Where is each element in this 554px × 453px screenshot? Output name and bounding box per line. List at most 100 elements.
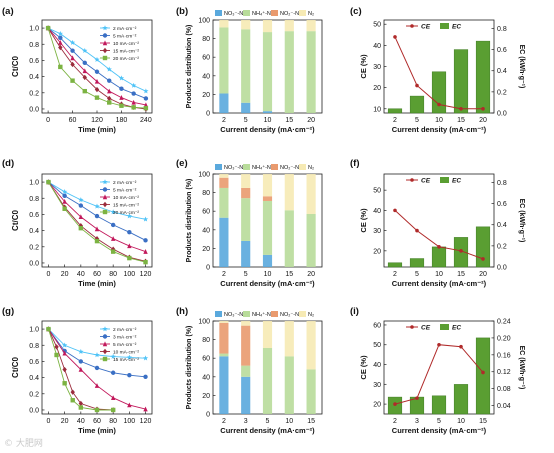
panel-a-data-point [70, 78, 75, 83]
panel-h-legend-swatch [215, 311, 222, 317]
panel-f-ytick-label: 30 [373, 228, 381, 235]
panel-d-data-point [94, 213, 100, 219]
panel-g-xtick-label: 100 [124, 418, 136, 425]
panel-a-data-point [70, 48, 75, 53]
panel-c-ce-point [481, 106, 485, 111]
panel-g-xlabel: Time (min) [78, 426, 116, 435]
panel-a-legend-marker [102, 33, 108, 38]
panel-a-legend-marker [102, 55, 108, 61]
panel-a-data-point [94, 95, 100, 100]
panel-d-data-point [94, 226, 100, 232]
panel-c-legend-marker [410, 24, 414, 28]
panel-d-data-point [94, 238, 100, 244]
panel-g-data-point [62, 366, 67, 373]
panel-a-data-point [107, 95, 112, 102]
panel-a-data-point [70, 55, 75, 61]
panel-e-bar-segment [306, 213, 316, 267]
panel-e-legend-swatch [215, 164, 222, 170]
panel-b-bar-segment [262, 20, 273, 33]
panel-g-legend-marker [102, 334, 108, 339]
panel-c-ec-bar [387, 108, 403, 114]
panel-e-ytick-label: 40 [202, 227, 210, 234]
watermark-text: © 大肥网 [4, 439, 43, 449]
panel-e-legend-label: NO₂⁻-N [280, 165, 299, 171]
panel-h-bar-segment [306, 321, 316, 370]
panel-g-data-point [78, 405, 84, 410]
panel-a-legend-label: 15 mA·cm⁻² [113, 49, 139, 55]
panel-b-legend-label: NH₄⁺-N [252, 10, 271, 17]
panel-b-legend-label: NO₃⁻-N [224, 11, 243, 17]
panel-a-series-line [47, 27, 146, 106]
panel-c-ytick-right-label: 0.2 [497, 89, 507, 96]
panel-a-data-point [94, 69, 100, 74]
panel-a-data-point [143, 105, 149, 111]
panel-i-xtick-label: 15 [479, 418, 487, 425]
panel-a-data-point [82, 74, 87, 81]
panel-a-data-point [82, 68, 87, 74]
panel-c-xtick-label: 15 [457, 117, 465, 124]
panel-i-legend-label: CE [421, 325, 431, 332]
panel-g-ytick-label: 0.6 [29, 359, 39, 366]
panel-d-ytick-label: 1.0 [29, 180, 39, 187]
panel-g-ytick-label: 0.4 [29, 375, 39, 382]
panel-i-ytick-label: 50 [373, 342, 381, 349]
panel-f-ce-point [459, 249, 463, 253]
panel-c-ec-bar [431, 71, 447, 114]
panel-e-ytick-label: 0 [206, 265, 210, 272]
panel-c-ec-bar [409, 95, 425, 114]
panel-g-ylabel: Ct/C0 [11, 357, 20, 378]
panel-g-data-point [78, 366, 84, 372]
panel-c-xtick-label: 10 [435, 117, 443, 124]
panel-f-ytick-right-label: 0.4 [497, 222, 507, 229]
panel-d-data-point [143, 259, 148, 265]
panel-f-xtick-label: 20 [479, 271, 487, 278]
panel-i-legend-swatch [440, 324, 449, 330]
panel-b-bar-segment [241, 29, 251, 103]
panel-d-ytick-label: 0.6 [29, 212, 39, 219]
panel-f-ytick-label: 20 [373, 248, 381, 255]
panel-e-bar-segment [306, 174, 316, 214]
panel-d-data-point [62, 198, 67, 204]
panel-e-legend-swatch [299, 164, 306, 170]
panel-d-legend-marker [102, 201, 108, 208]
panel-a-data-point [82, 60, 87, 66]
panel-a-data-point [131, 99, 136, 105]
panel-d-ylabel: Ct/C0 [11, 210, 20, 231]
panel-d-data-point [46, 179, 51, 185]
panel-i-ytick-right-label: 0.24 [497, 319, 511, 326]
panel-a-legend-label: 5 mA·cm⁻² [113, 34, 137, 40]
panel-h-bar-segment [219, 321, 229, 323]
panel-f-ytick-right-label: 0.6 [497, 201, 507, 208]
panel-f-ytick-label: 50 [373, 188, 381, 195]
panel-a-data-point [143, 88, 149, 94]
panel-h-ytick-label: 20 [202, 393, 210, 400]
panel-c-xtick-label: 20 [479, 117, 487, 124]
panel-d-label: (d) [2, 158, 14, 169]
panel-g-data-point [94, 383, 100, 388]
panel-g-data-point [143, 374, 148, 379]
panel-a-data-point [118, 75, 125, 81]
panel-g-data-point [54, 344, 59, 350]
panel-e-bar-segment [241, 187, 251, 199]
panel-f-ylabel-right: EC (kWh·g⁻¹) [518, 199, 525, 243]
panel-i-ytick-label: 40 [373, 362, 381, 369]
panel-a-data-point [57, 30, 63, 37]
panel-b-ytick-label: 80 [202, 36, 210, 43]
panel-b-bar-segment [284, 20, 294, 32]
panel-b-legend-swatch [215, 10, 222, 16]
panel-b-legend-label: N₂ [308, 11, 314, 17]
panel-e-xlabel: Current density (mA·cm⁻²) [220, 279, 315, 288]
panel-c-legend-label: CE [421, 24, 431, 31]
panel-i-ce-point [459, 344, 463, 349]
panel-g-ytick-label: 0.2 [29, 391, 39, 398]
panel-a-xlabel: Time (min) [78, 125, 116, 134]
panel-c-ce-point [415, 83, 419, 88]
panel-e-xtick-label: 10 [264, 271, 272, 278]
panel-g-legend-label: 2 mA·cm⁻² [113, 327, 137, 333]
panel-f-legend-swatch [440, 177, 449, 183]
panel-h-legend-swatch [243, 311, 250, 317]
panel-e-xtick-label: 2 [222, 271, 226, 278]
panel-g-legend-marker [102, 341, 108, 347]
panel-b-bar-segment [306, 31, 316, 113]
panel-h-label: (h) [176, 306, 188, 317]
